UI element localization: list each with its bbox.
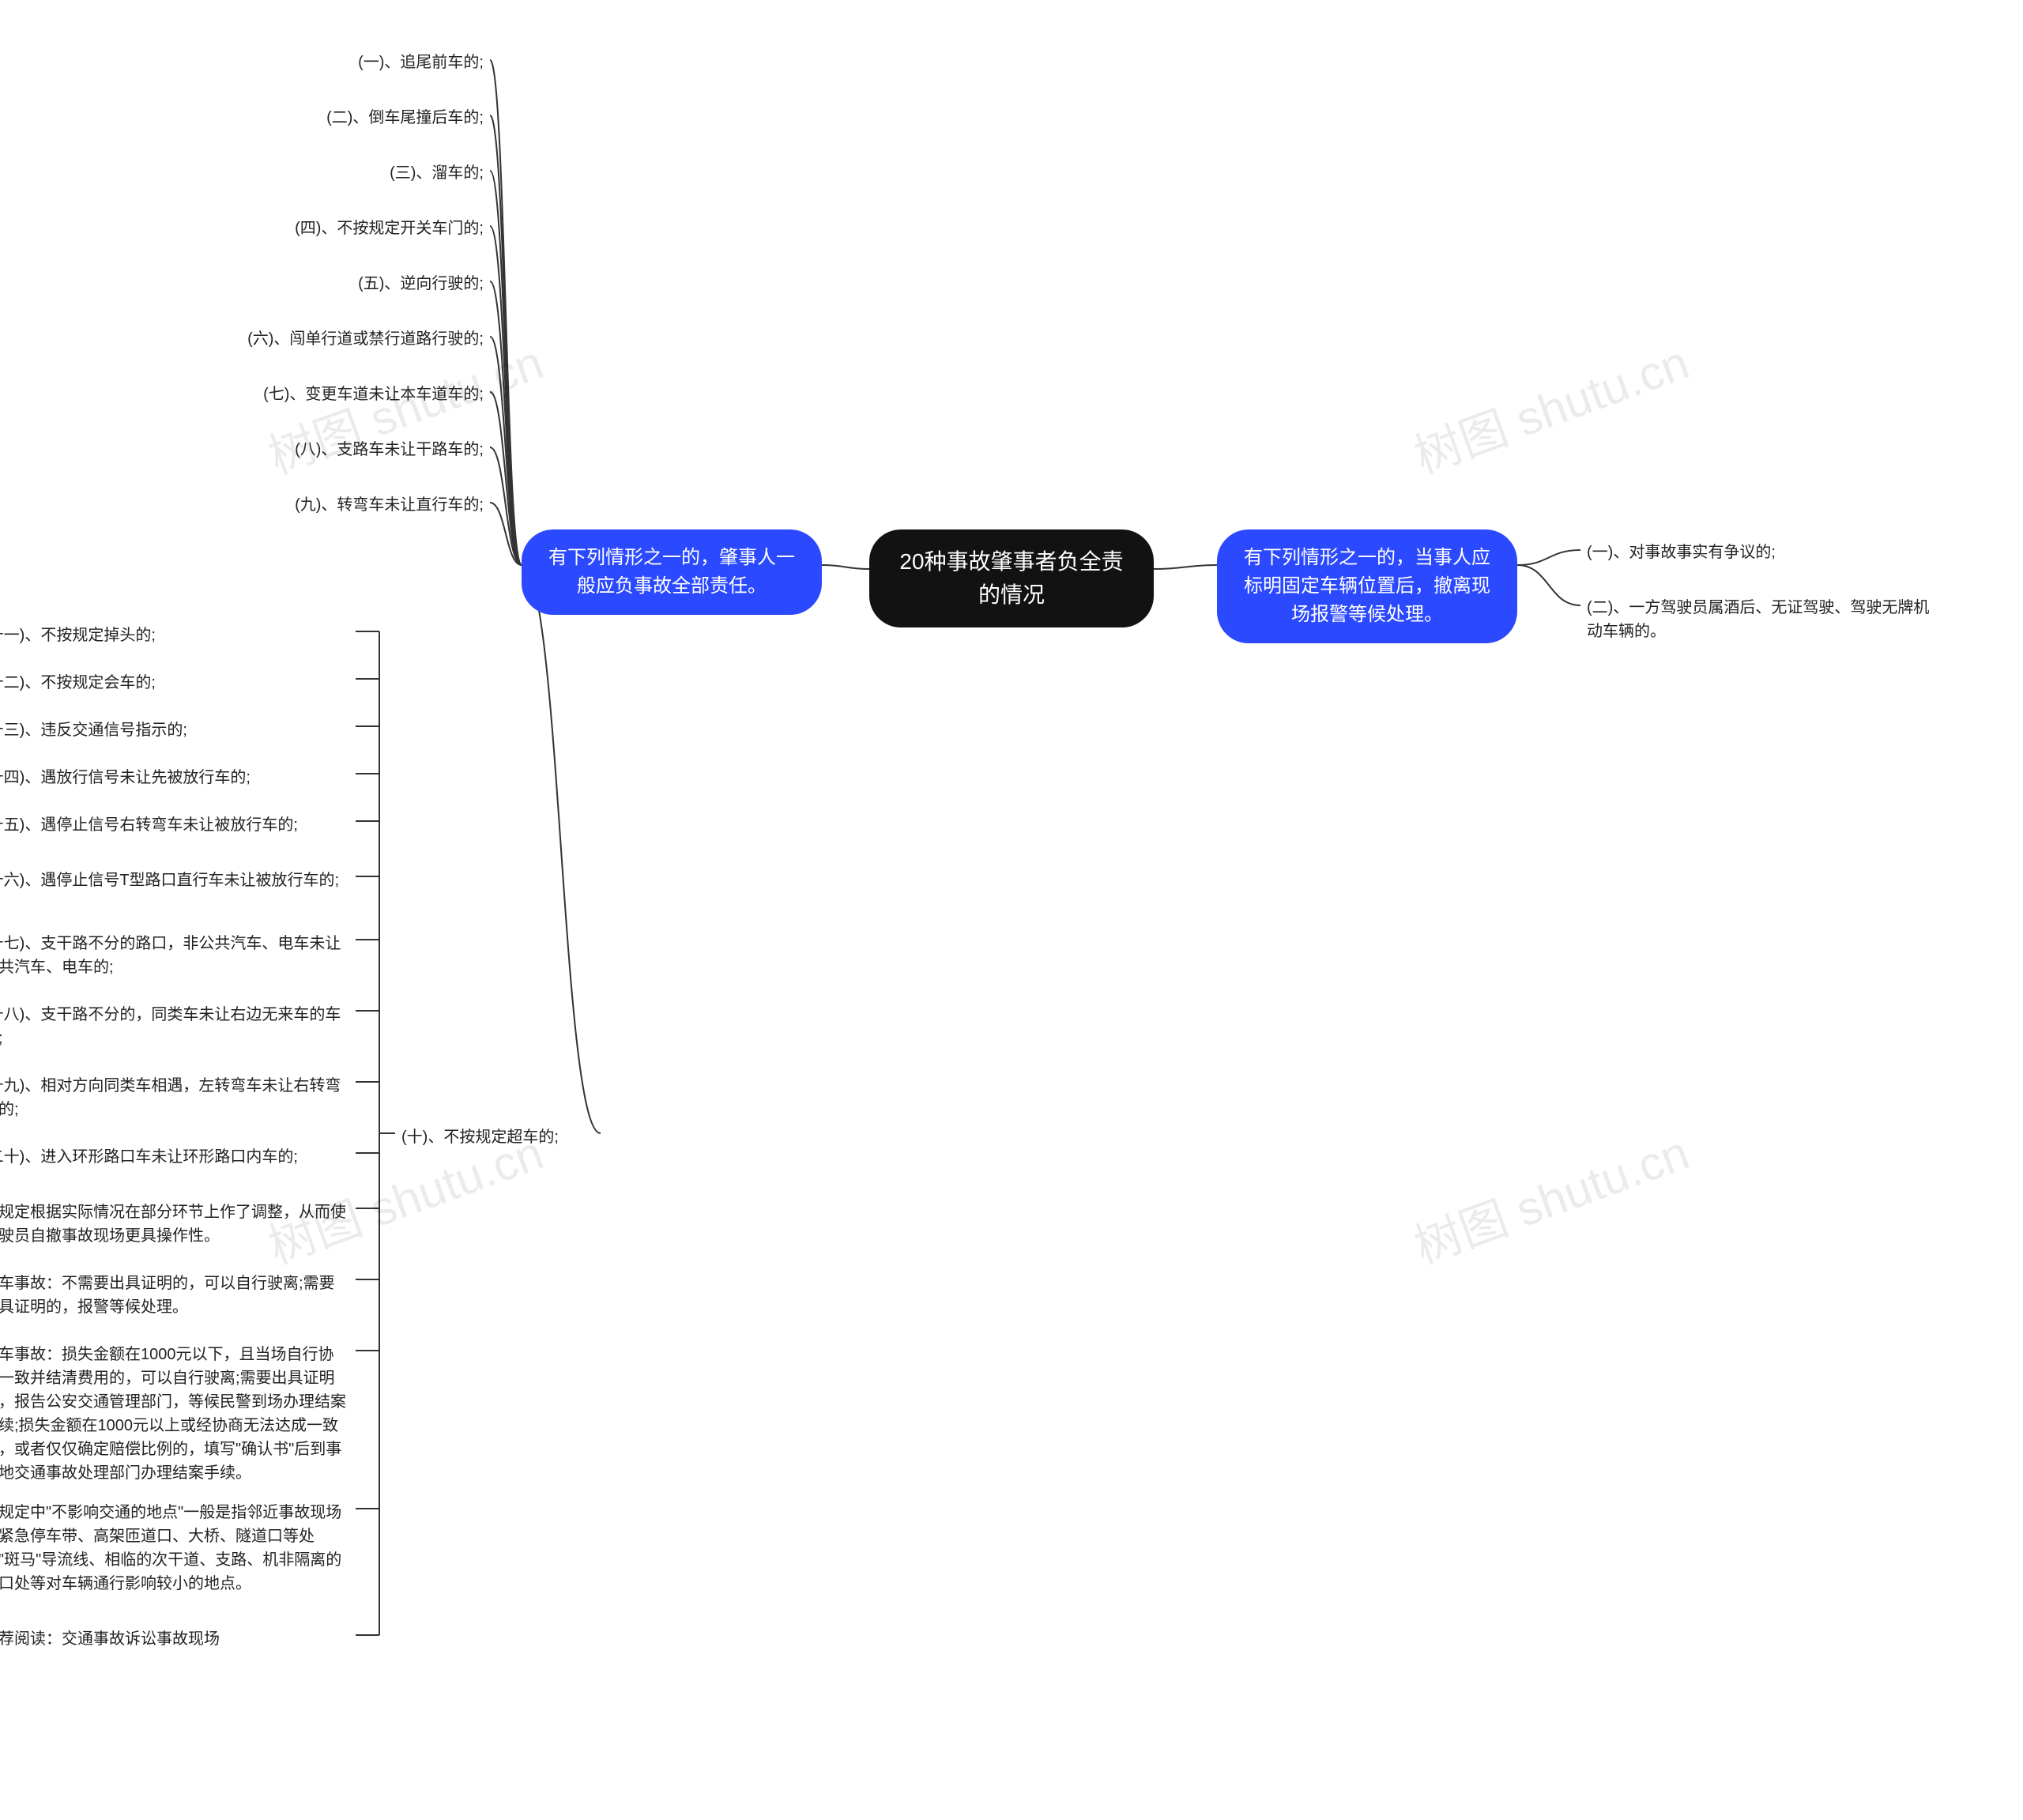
lower-leaf: (十一)、不按规定掉头的;	[0, 620, 356, 650]
lower-leaf: (十二)、不按规定会车的;	[0, 668, 356, 698]
right-leaf: (二)、一方驾驶员属酒后、无证驾驶、驾驶无牌机动车辆的。	[1580, 593, 1944, 646]
lower-leaf: (二十)、进入环形路口车未让环形路口内车的;	[0, 1142, 356, 1172]
lower-leaf: 推荐阅读：交通事故诉讼事故现场	[0, 1624, 356, 1654]
watermark: 树图 shutu.cn	[1403, 1114, 1697, 1277]
lower-leaf: 新规定根据实际情况在部分环节上作了调整，从而使驾驶员自撤事故现场更具操作性。	[0, 1197, 356, 1251]
lower-leaf: 单车事故：不需要出具证明的，可以自行驶离;需要出具证明的，报警等候处理。	[0, 1268, 356, 1322]
watermark: 树图 shutu.cn	[1403, 324, 1697, 487]
right-primary-node: 有下列情形之一的，当事人应标明固定车辆位置后，撤离现场报警等候处理。	[1217, 529, 1517, 643]
upper-leaf: (七)、变更车道未让本车道车的;	[142, 379, 490, 409]
upper-leaf: (二)、倒车尾撞后车的;	[142, 103, 490, 133]
upper-leaf: (三)、溜车的;	[142, 158, 490, 188]
right-leaf: (一)、对事故事实有争议的;	[1580, 537, 1944, 567]
left-primary-node: 有下列情形之一的，肇事人一般应负事故全部责任。	[522, 529, 822, 615]
lower-leaf: (十四)、遇放行信号未让先被放行车的;	[0, 763, 356, 793]
bridge-leaf: (十)、不按规定超车的;	[395, 1122, 601, 1152]
upper-leaf: (八)、支路车未让干路车的;	[142, 435, 490, 465]
upper-leaf: (九)、转弯车未让直行车的;	[142, 490, 490, 520]
upper-leaf: (六)、闯单行道或禁行道路行驶的;	[142, 324, 490, 354]
upper-leaf: (五)、逆向行驶的;	[142, 269, 490, 299]
upper-leaf: (四)、不按规定开关车门的;	[142, 213, 490, 243]
lower-leaf: (十八)、支干路不分的，同类车未让右边无来车的车辆;	[0, 1000, 356, 1053]
lower-leaf: 新规定中"不影响交通的地点"一般是指邻近事故现场的紧急停车带、高架匝道口、大桥、…	[0, 1498, 356, 1599]
lower-leaf: (十三)、违反交通信号指示的;	[0, 715, 356, 745]
lower-leaf: 两车事故：损失金额在1000元以下，且当场自行协商一致并结清费用的，可以自行驶离…	[0, 1340, 356, 1488]
root-node: 20种事故肇事者负全责的情况	[869, 529, 1154, 627]
lower-leaf: (十九)、相对方向同类车相遇，左转弯车未让右转弯车的;	[0, 1071, 356, 1125]
lower-leaf: (十五)、遇停止信号右转弯车未让被放行车的;	[0, 810, 356, 840]
lower-leaf: (十七)、支干路不分的路口，非公共汽车、电车未让公共汽车、电车的;	[0, 929, 356, 982]
upper-leaf: (一)、追尾前车的;	[142, 47, 490, 77]
lower-leaf: (十六)、遇停止信号T型路口直行车未让被放行车的;	[0, 865, 356, 895]
